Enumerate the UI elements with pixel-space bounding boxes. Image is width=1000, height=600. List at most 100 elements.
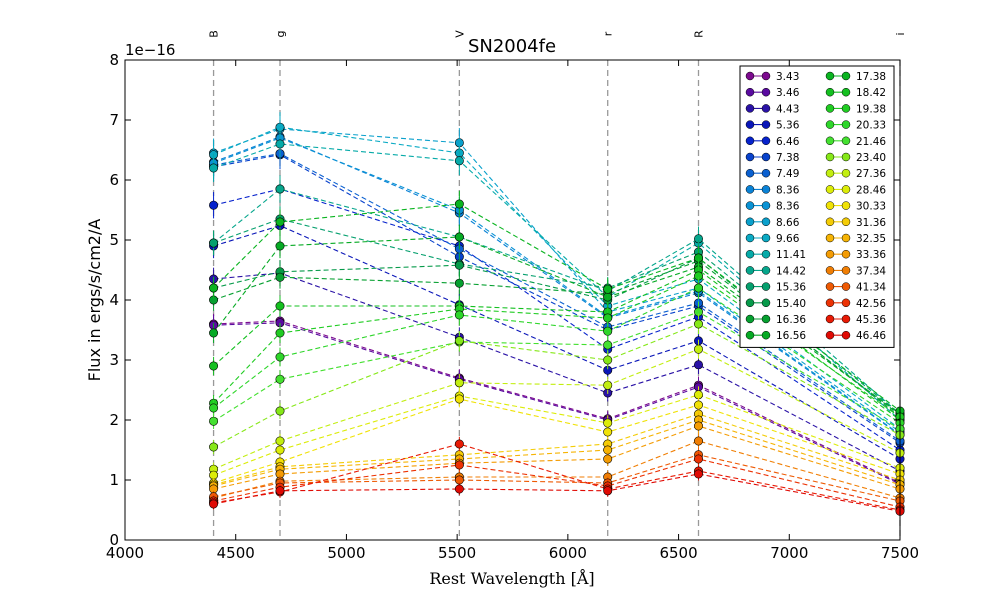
legend-marker [841, 298, 851, 308]
legend-label: 15.40 [776, 298, 806, 310]
legend-label: 16.36 [776, 314, 806, 326]
legend-label: 6.46 [776, 136, 800, 148]
legend-marker [825, 168, 835, 178]
series-line [213, 443, 901, 511]
legend-marker [841, 71, 851, 81]
data-point [275, 352, 285, 362]
legend-entry: 15.40 [745, 298, 806, 310]
legend-entry: 14.42 [745, 265, 806, 277]
data-point [603, 380, 613, 390]
legend-marker [761, 233, 771, 243]
legend-marker [825, 152, 835, 162]
legend-marker [825, 282, 835, 291]
legend-marker [841, 314, 851, 324]
legend-entry: 41.34 [825, 282, 886, 294]
band-label: R [693, 30, 706, 38]
axis-ticks: 4000 4500 5000 5500 6000 6500 7000 7500 0 1 2 3 4 5 6 7… [106, 51, 919, 562]
data-point [275, 486, 285, 496]
data-point [209, 403, 219, 413]
legend-entry: 4.43 [745, 103, 799, 115]
legend-marker [761, 249, 771, 259]
band-label: V [453, 30, 466, 38]
data-point [693, 469, 703, 479]
legend-label: 42.56 [856, 298, 886, 310]
data-point [209, 442, 219, 452]
series-line [213, 260, 901, 416]
legend-label: 18.42 [856, 87, 886, 99]
legend-label: 7.49 [776, 168, 799, 180]
legend-marker [745, 71, 755, 81]
legend-marker [825, 136, 835, 146]
y-tick-label: 1 [109, 471, 119, 489]
series-line [213, 425, 901, 490]
legend-marker [745, 104, 755, 113]
legend-marker [841, 136, 851, 146]
legend-entry: 16.56 [745, 330, 806, 342]
legend-entry: 31.36 [825, 217, 886, 229]
data-point [693, 360, 703, 370]
data-point [209, 361, 219, 371]
legend-entry: 7.38 [745, 152, 799, 164]
series-line [213, 126, 901, 430]
y-tick-label: 6 [109, 171, 119, 189]
legend-marker [841, 168, 851, 178]
legend-marker [745, 314, 755, 324]
data-point [454, 278, 464, 288]
series-line [213, 188, 901, 415]
data-point [209, 416, 219, 426]
data-point [209, 238, 219, 248]
data-point [454, 460, 464, 470]
data-point [454, 394, 464, 404]
data-point [275, 139, 285, 149]
legend-marker [825, 104, 835, 113]
legend: 3.43 3.46 4.43 5.36 6.46 7.38 7.49 8.36 8.36 8.66… [739, 65, 895, 348]
legend-entry: 28.46 [825, 184, 886, 196]
y-tick-label: 3 [109, 351, 119, 369]
data-point [603, 454, 613, 464]
data-point [603, 284, 613, 294]
band-label: B [208, 30, 221, 38]
data-point [454, 439, 464, 449]
legend-entry: 11.41 [745, 249, 806, 261]
legend-entry: 5.36 [745, 120, 800, 132]
legend-marker [841, 217, 851, 227]
data-point [693, 421, 703, 431]
legend-label: 8.36 [776, 184, 800, 196]
series-line [213, 137, 901, 435]
legend-label: 21.46 [856, 136, 886, 148]
data-point [454, 199, 464, 209]
legend-marker [745, 266, 755, 275]
series-line [213, 143, 901, 421]
series-line [213, 419, 901, 487]
series-20.33 [209, 276, 905, 431]
y-tick-label: 4 [109, 291, 119, 309]
legend-marker [761, 314, 771, 324]
legend-entry: 7.49 [745, 168, 799, 180]
legend-entry: 9.66 [745, 233, 800, 245]
data-point [275, 301, 285, 311]
x-tick-label: 7000 [770, 544, 808, 562]
legend-entry: 27.36 [825, 168, 886, 180]
data-point [603, 326, 613, 336]
legend-label: 33.36 [856, 249, 886, 261]
legend-marker [761, 298, 771, 308]
data-point [693, 454, 703, 464]
legend-marker [761, 330, 771, 340]
x-tick-label: 6000 [549, 544, 587, 562]
legend-marker [841, 152, 851, 162]
legend-marker [745, 185, 755, 194]
legend-entry: 33.36 [825, 249, 886, 261]
legend-entry: 16.36 [745, 314, 806, 326]
legend-marker [745, 120, 755, 129]
legend-marker [761, 104, 771, 113]
legend-label: 23.40 [856, 152, 886, 164]
x-axis-label: Rest Wavelength [Å] [429, 568, 594, 588]
data-point [275, 217, 285, 227]
legend-entry: 32.35 [825, 233, 886, 245]
legend-entry: 8.36 [745, 201, 800, 213]
legend-label: 17.38 [856, 71, 886, 83]
series-line [213, 153, 901, 442]
data-point [603, 340, 613, 350]
legend-marker [825, 185, 835, 194]
series-line [213, 154, 901, 444]
